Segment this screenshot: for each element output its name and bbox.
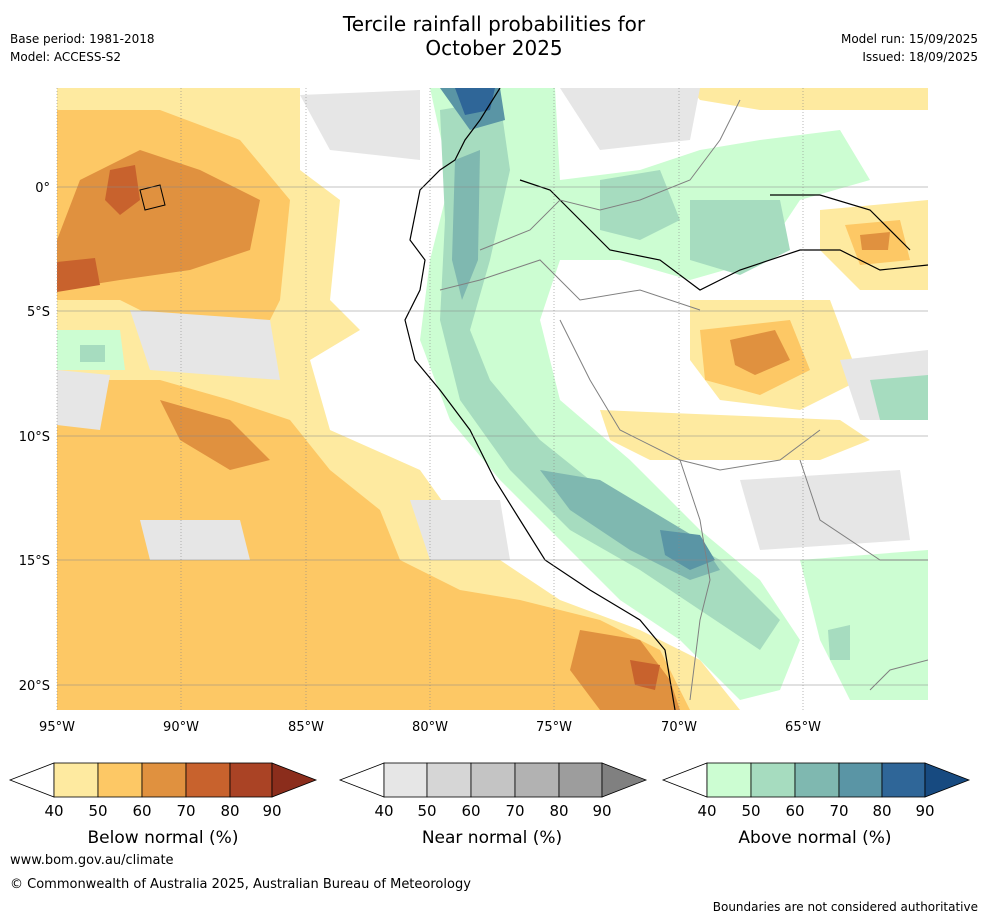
legend-below-tick: 90 <box>262 802 281 820</box>
legend-above-swatch-1 <box>706 762 752 798</box>
legend-near-tick: 50 <box>417 802 436 820</box>
legend-near-swatch-5 <box>558 762 603 798</box>
rainfall-probability-field <box>57 88 928 710</box>
lat-label-20s: 20°S <box>19 679 50 694</box>
title-line-1: Tercile rainfall probabilities for <box>342 12 646 36</box>
legend-near-swatch-3 <box>470 762 516 798</box>
legend-above-tick: 80 <box>872 802 891 820</box>
legend-above-swatch-3 <box>794 762 840 798</box>
legend-above-swatch-4 <box>838 762 883 798</box>
lat-label-15s: 15°S <box>19 554 50 569</box>
legend-near-tick: 40 <box>374 802 393 820</box>
legend-above-title: Above normal (%) <box>738 828 891 848</box>
legend-above-tick: 60 <box>785 802 804 820</box>
legend-below-swatch-2 <box>97 762 143 798</box>
legend-near-swatch-6 <box>601 762 648 798</box>
lon-axis: 95°W 90°W 85°W 80°W 75°W 70°W 65°W <box>39 720 821 735</box>
footer-url: www.bom.gov.au/climate <box>10 853 174 868</box>
lat-label-0: 0° <box>35 181 50 196</box>
legend-above-swatch-6 <box>924 762 971 798</box>
legend-below-normal: 40 50 60 70 80 90 Below normal (%) <box>8 762 318 848</box>
lon-label-90w: 90°W <box>163 720 199 735</box>
legend-below-swatch-3 <box>141 762 187 798</box>
legend-below-swatch-4 <box>185 762 231 798</box>
lon-label-75w: 75°W <box>536 720 572 735</box>
legend-below-tick: 40 <box>44 802 63 820</box>
model-run-label: Model run: 15/09/2025 <box>840 32 978 46</box>
lon-label-85w: 85°W <box>288 720 324 735</box>
legend-above-tick: 50 <box>741 802 760 820</box>
legend-near-title: Near normal (%) <box>422 828 562 848</box>
meta-right: Model run: 15/09/2025 Issued: 18/09/2025 <box>841 30 978 66</box>
legend-above-swatch-2 <box>750 762 796 798</box>
legend-above-tick: 40 <box>697 802 716 820</box>
lon-label-65w: 65°W <box>785 720 821 735</box>
legend-above-swatch-5 <box>881 762 926 798</box>
legend-above-normal: 40 50 60 70 80 90 Above normal (%) <box>661 762 971 848</box>
issued-label: Issued: 18/09/2025 <box>862 50 978 64</box>
legend-below-tick: 70 <box>176 802 195 820</box>
legend-near-tick: 90 <box>592 802 611 820</box>
legend-below-tick: 60 <box>132 802 151 820</box>
legend-below-swatch-5 <box>229 762 273 798</box>
legend-near-tick: 60 <box>461 802 480 820</box>
legend-near-normal: 40 50 60 70 80 90 Near normal (%) <box>338 762 648 848</box>
legend-near-swatch-2 <box>426 762 472 798</box>
legend-above-swatch-0 <box>661 762 708 798</box>
lat-label-10s: 10°S <box>19 430 50 445</box>
meta-left: Base period: 1981-2018 Model: ACCESS-S2 <box>10 30 155 66</box>
gridlines <box>56 88 928 710</box>
legend-near-tick: 80 <box>549 802 568 820</box>
legend-near-swatch-1 <box>383 762 428 798</box>
disclaimer-text: Boundaries are not considered authoritat… <box>713 900 978 914</box>
legend-below-swatch-0 <box>8 762 55 798</box>
legend-below-tick: 50 <box>88 802 107 820</box>
legend-above-tick: 90 <box>915 802 934 820</box>
legend-near-swatch-4 <box>514 762 560 798</box>
title-line-2: October 2025 <box>425 36 563 60</box>
legend-below-swatch-1 <box>53 762 99 798</box>
lon-label-70w: 70°W <box>661 720 697 735</box>
boundaries <box>139 88 928 710</box>
lat-axis: 0° 5°S 10°S 15°S 20°S <box>19 181 50 694</box>
copyright-text: © Commonwealth of Australia 2025, Austra… <box>10 877 471 892</box>
base-period-label: Base period: 1981-2018 <box>10 32 155 46</box>
legend-near-tick: 70 <box>505 802 524 820</box>
legend-near-swatch-0 <box>338 762 385 798</box>
lat-label-5s: 5°S <box>27 305 50 320</box>
lon-label-80w: 80°W <box>412 720 448 735</box>
chart-title: Tercile rainfall probabilities for Octob… <box>0 12 988 60</box>
legend-below-title: Below normal (%) <box>88 828 239 848</box>
lon-label-95w: 95°W <box>39 720 75 735</box>
model-label: Model: ACCESS-S2 <box>10 50 122 64</box>
legend-below-swatch-6 <box>271 762 318 798</box>
legend-above-tick: 70 <box>829 802 848 820</box>
legend-below-tick: 80 <box>220 802 239 820</box>
